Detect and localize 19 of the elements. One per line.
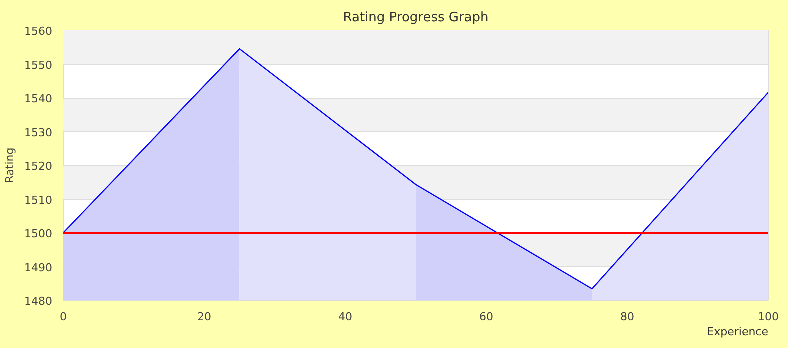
y-tick-label: 1540: [24, 92, 53, 106]
y-tick-label: 1520: [24, 160, 53, 173]
x-tick-label: 60: [480, 310, 494, 324]
x-tick-label: 40: [338, 310, 352, 324]
chart-title: Rating Progress Graph: [343, 10, 489, 26]
x-tick-label: 100: [758, 310, 779, 324]
y-axis-title: Rating: [4, 148, 17, 184]
y-tick-label: 1560: [24, 25, 53, 38]
y-tick-label: 1510: [24, 194, 53, 207]
x-tick-label: 80: [620, 310, 634, 324]
y-tick-label: 1530: [24, 126, 53, 140]
x-tick-label: 0: [60, 310, 67, 324]
line-series: [64, 48, 768, 290]
x-tick-label: 20: [198, 310, 212, 324]
x-axis-title: Experience: [707, 326, 769, 338]
y-tick-label: 1480: [24, 295, 53, 308]
y-tick-label: 1500: [24, 228, 53, 240]
y-tick-label: 1490: [24, 261, 53, 274]
y-tick-label: 1550: [24, 58, 53, 72]
